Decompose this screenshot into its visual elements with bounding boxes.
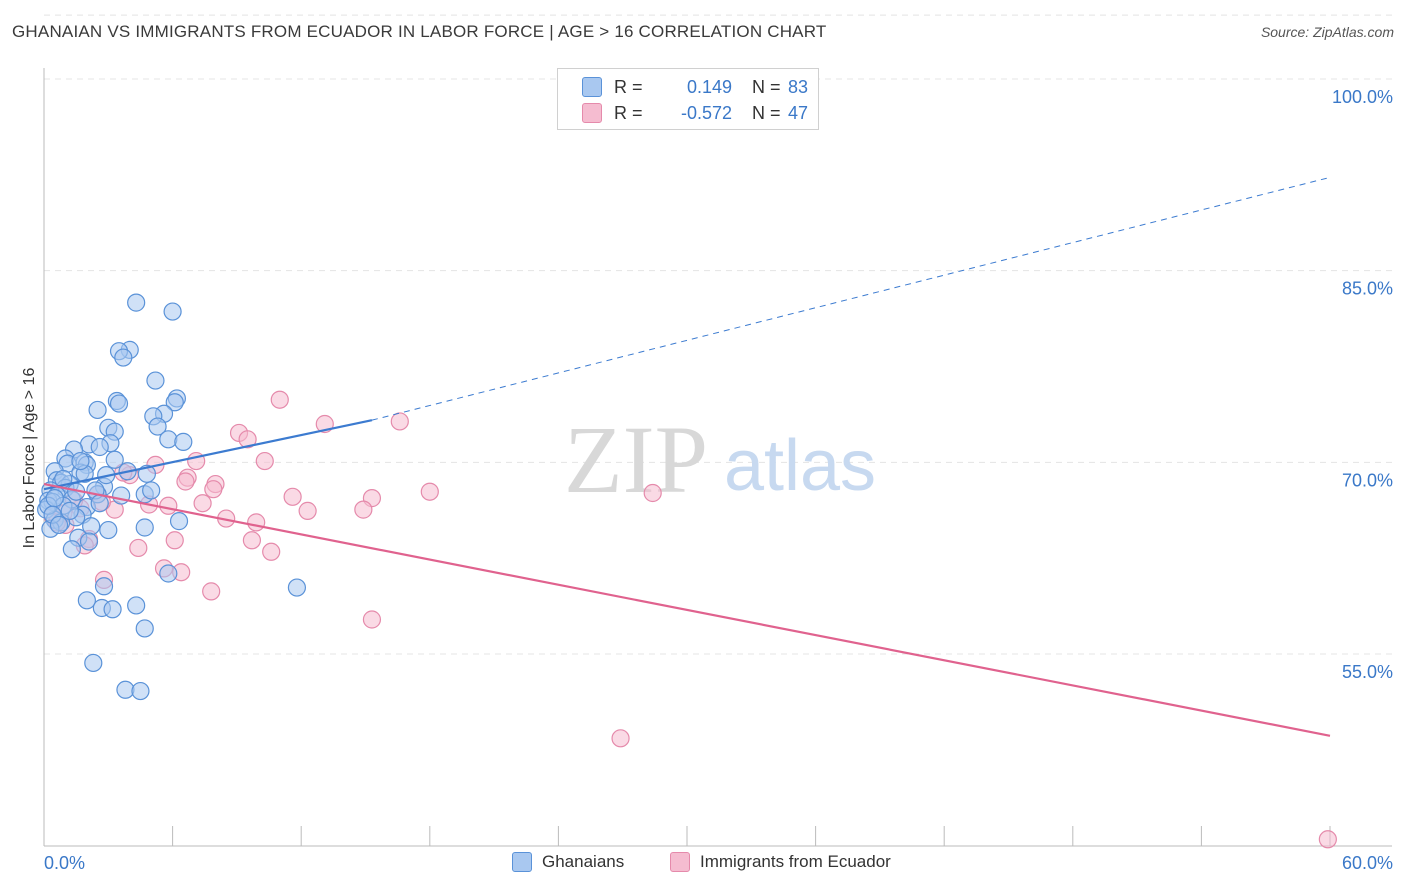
y-tick-label: 85.0%: [1342, 279, 1393, 299]
data-point: [94, 577, 114, 596]
data-point: [103, 600, 122, 619]
data-point: [163, 302, 182, 321]
data-point: [127, 293, 146, 312]
n-label: N =: [752, 76, 781, 97]
data-point: [135, 619, 154, 638]
legend-label-ghanaians: Ghanaians: [542, 852, 625, 871]
data-point: [62, 540, 81, 559]
trend-lines: [43, 176, 1331, 737]
x-tick-label-max: 60.0%: [1342, 853, 1393, 873]
data-point: [202, 582, 221, 601]
y-tick-label: 100.0%: [1332, 87, 1393, 107]
source-credit: Source: ZipAtlas.com: [1260, 24, 1394, 40]
data-point: [298, 501, 317, 520]
trend-line-ghanaians: [43, 419, 373, 491]
data-point: [79, 532, 99, 551]
y-tick-label: 55.0%: [1342, 662, 1393, 682]
data-point: [90, 494, 109, 513]
data-point: [114, 348, 133, 367]
data-point: [270, 390, 289, 409]
y-tick-label: 70.0%: [1342, 470, 1393, 490]
data-point: [247, 513, 266, 532]
data-point: [159, 496, 178, 515]
data-point: [99, 520, 118, 540]
trend-line-ecuador: [43, 482, 1331, 737]
data-point: [283, 487, 302, 506]
data-point: [131, 681, 150, 701]
data-point: [204, 480, 223, 499]
n-value: 83: [788, 76, 809, 97]
r-value: 0.149: [686, 76, 732, 97]
data-point: [71, 451, 90, 471]
data-point: [88, 400, 107, 420]
data-point: [643, 483, 662, 503]
data-point: [420, 482, 439, 501]
legend-swatch-blue: [512, 852, 532, 872]
data-point: [165, 531, 184, 550]
data-point: [90, 437, 109, 457]
data-point: [390, 412, 409, 431]
points-ghanaians: [37, 293, 307, 701]
watermark-zip: ZIP: [564, 406, 708, 513]
data-point: [242, 531, 262, 550]
data-point: [129, 538, 148, 558]
data-point: [142, 481, 161, 500]
data-point: [262, 542, 281, 561]
n-label: N =: [752, 102, 781, 123]
data-point: [146, 371, 165, 390]
x-tick-label-min: 0.0%: [44, 853, 85, 873]
watermark-atlas: atlas: [724, 426, 876, 506]
r-label: R =: [614, 76, 643, 97]
chart-title: GHANAIAN VS IMMIGRANTS FROM ECUADOR IN L…: [12, 22, 827, 41]
data-point: [60, 501, 79, 520]
data-point: [255, 451, 274, 471]
legend-swatch-pink: [670, 852, 690, 872]
data-point: [116, 680, 135, 699]
bottom-legend: Ghanaians Immigrants from Ecuador: [0, 852, 1406, 876]
data-point: [159, 430, 178, 449]
data-point: [193, 494, 212, 513]
stats-legend: R = 0.149 N = 83 R = -0.572 N = 47: [557, 68, 819, 130]
data-point: [105, 450, 124, 469]
stats-swatch-blue: [582, 77, 602, 97]
data-point: [238, 430, 257, 449]
data-point: [49, 515, 69, 535]
data-point: [354, 500, 373, 519]
data-point: [45, 489, 64, 508]
data-point: [77, 591, 96, 610]
axes: [43, 68, 1392, 847]
data-point: [287, 578, 307, 597]
data-point: [127, 596, 146, 615]
r-value: -0.572: [680, 102, 732, 123]
data-point: [174, 432, 193, 451]
stats-swatch-pink: [582, 103, 602, 123]
stats-row-ghanaians: R = 0.149 N = 83: [582, 74, 808, 100]
data-point: [169, 512, 189, 531]
data-point: [1318, 830, 1337, 849]
data-point: [137, 464, 156, 483]
data-point: [362, 610, 382, 629]
r-label: R =: [614, 102, 643, 123]
data-point: [165, 393, 184, 412]
data-point: [112, 486, 131, 505]
data-point: [148, 417, 167, 436]
legend-label-ecuador: Immigrants from Ecuador: [700, 852, 891, 871]
trend-line-ghanaians-extension: [371, 176, 1331, 421]
data-point: [611, 729, 630, 748]
stats-row-ecuador: R = -0.572 N = 47: [582, 100, 808, 126]
legend-item-ecuador: Immigrants from Ecuador: [670, 852, 891, 872]
data-point: [135, 518, 154, 537]
tick-labels: 55.0% 70.0% 85.0% 100.0% 0.0% 60.0%: [44, 87, 1393, 873]
data-point: [176, 472, 195, 491]
data-point: [109, 394, 129, 413]
n-value: 47: [788, 102, 809, 123]
data-point: [84, 653, 103, 673]
legend-item-ghanaians: Ghanaians: [512, 852, 624, 872]
data-point: [159, 564, 178, 583]
